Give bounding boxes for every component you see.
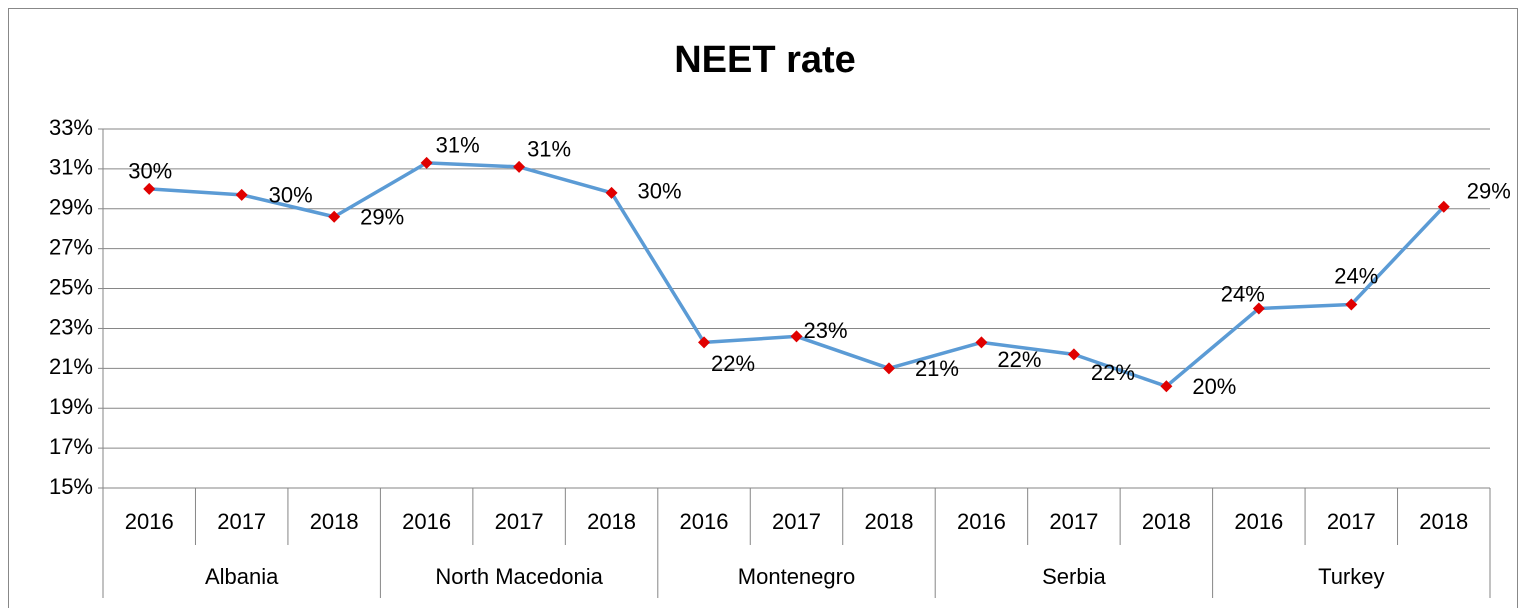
data-label: 24%: [1334, 263, 1378, 288]
data-label: 29%: [1467, 179, 1511, 204]
marker: [790, 330, 803, 343]
marker: [328, 210, 341, 223]
x-tick-label: 2016: [402, 509, 451, 534]
data-label: 30%: [128, 159, 172, 184]
data-label: 31%: [527, 137, 571, 162]
data-label: 22%: [1091, 360, 1135, 385]
x-tick-label: 2018: [1142, 509, 1191, 534]
y-tick-label: 33%: [49, 115, 93, 140]
x-tick-label: 2016: [1234, 509, 1283, 534]
marker: [420, 156, 433, 169]
x-tick-label: 2016: [957, 509, 1006, 534]
data-label: 30%: [638, 179, 682, 204]
y-tick-label: 31%: [49, 155, 93, 180]
data-label: 31%: [436, 133, 480, 158]
data-label: 22%: [997, 347, 1041, 372]
marker: [1252, 302, 1265, 315]
marker: [1437, 200, 1450, 213]
x-tick-label: 2017: [1327, 509, 1376, 534]
marker: [513, 160, 526, 173]
x-tick-label: 2018: [310, 509, 359, 534]
y-tick-label: 23%: [49, 314, 93, 339]
y-tick-label: 21%: [49, 354, 93, 379]
data-label: 24%: [1221, 281, 1265, 306]
chart-title: NEET rate: [674, 39, 856, 81]
marker: [698, 336, 711, 349]
data-label: 30%: [269, 183, 313, 208]
y-tick-label: 15%: [49, 474, 93, 499]
x-tick-label: 2018: [1419, 509, 1468, 534]
x-tick-label: 2016: [680, 509, 729, 534]
marker: [605, 186, 618, 199]
x-tick-label: 2017: [217, 509, 266, 534]
x-tick-label: 2018: [587, 509, 636, 534]
group-label: Albania: [205, 564, 279, 589]
group-label: Serbia: [1042, 564, 1106, 589]
x-tick-label: 2017: [1049, 509, 1098, 534]
data-label: 22%: [711, 351, 755, 376]
marker: [143, 182, 156, 195]
marker: [1067, 348, 1080, 361]
y-tick-label: 17%: [49, 434, 93, 459]
data-label: 23%: [803, 318, 847, 343]
y-tick-label: 25%: [49, 274, 93, 299]
marker: [1160, 380, 1173, 393]
data-label: 21%: [915, 356, 959, 381]
data-label: 20%: [1192, 374, 1236, 399]
marker: [235, 188, 248, 201]
x-tick-label: 2018: [864, 509, 913, 534]
x-tick-label: 2017: [772, 509, 821, 534]
x-tick-label: 2016: [125, 509, 174, 534]
group-label: Montenegro: [738, 564, 855, 589]
x-tick-label: 2017: [495, 509, 544, 534]
group-label: Turkey: [1318, 564, 1384, 589]
marker: [975, 336, 988, 349]
marker: [882, 362, 895, 375]
y-tick-label: 27%: [49, 234, 93, 259]
data-label: 29%: [360, 205, 404, 230]
marker: [1345, 298, 1358, 311]
y-tick-label: 29%: [49, 195, 93, 220]
group-label: North Macedonia: [435, 564, 603, 589]
y-tick-label: 19%: [49, 394, 93, 419]
